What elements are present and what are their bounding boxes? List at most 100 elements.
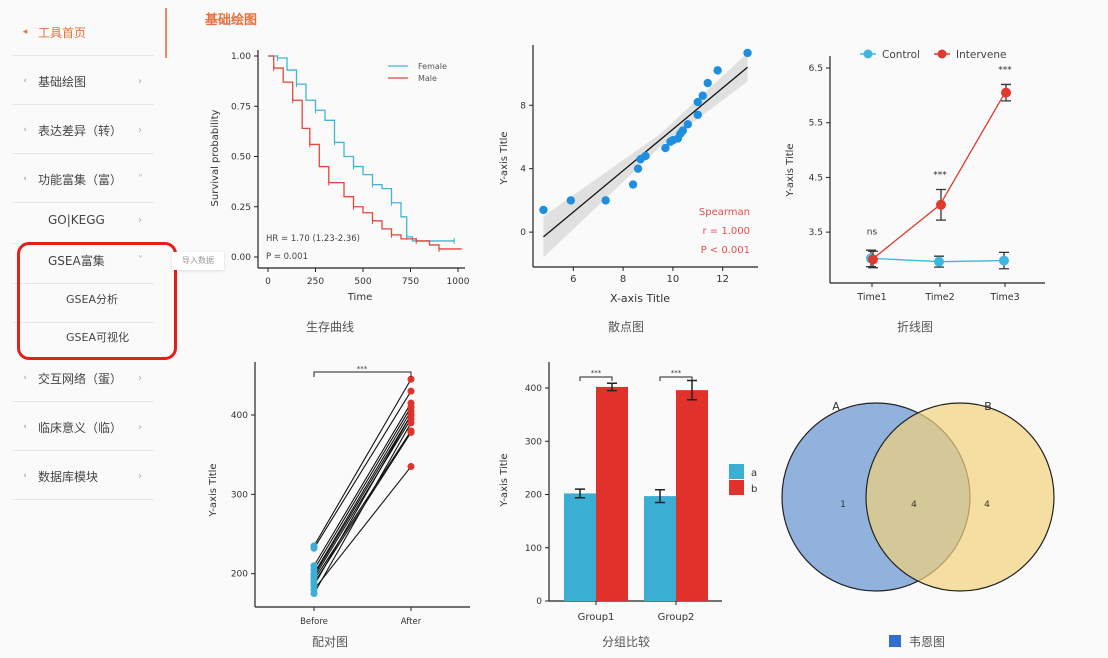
y-axis-title: Survival probability	[210, 109, 221, 206]
sidebar-item-8[interactable]: ‹ 交互网络（蛋） ›	[12, 355, 154, 402]
caption-venn-label: 韦恩图	[908, 635, 946, 649]
significance-label: ***	[671, 369, 682, 377]
legend-swatch	[729, 464, 744, 479]
significance-bracket	[579, 376, 613, 381]
series-point	[936, 199, 946, 210]
chevron-down-icon: ˅	[138, 173, 143, 185]
p-annotation: P = 0.001	[266, 252, 308, 262]
x-tick-label: Time2	[924, 292, 954, 303]
sidebar-item-5[interactable]: GSEA富集 ˅	[12, 237, 154, 284]
sidebar-item-0[interactable]: ◂ 工具首页	[12, 9, 154, 56]
x-tick-label: After	[401, 617, 422, 627]
scatter-point	[566, 196, 576, 205]
caption-paired: 配对图	[311, 635, 349, 649]
legend-label: Intervene	[956, 49, 1006, 61]
chevron-right-icon: ›	[138, 124, 142, 136]
pair-line	[313, 406, 412, 570]
y-tick-label: 200	[231, 570, 248, 580]
significance-label: ***	[357, 365, 368, 373]
pair-line	[313, 418, 412, 578]
sidebar-item-2[interactable]: ‹ 表达差异（转） ›	[12, 107, 154, 154]
y-axis-title: Y-axis Title	[208, 463, 219, 517]
correlation-annotation: P < 0.001	[701, 245, 750, 256]
y-axis-title: Y-axis Title	[499, 131, 510, 185]
error-bar	[607, 382, 617, 392]
scatter-point	[539, 205, 548, 215]
after-point	[407, 375, 415, 383]
sidebar-item-1[interactable]: ‹ 基础绘图 ›	[12, 58, 154, 105]
y-tick-label: 4	[520, 165, 526, 175]
legend-label: a	[751, 468, 757, 479]
sidebar-item-7[interactable]: GSEA可视化	[12, 314, 154, 360]
sidebar-item-label: GSEA分析	[66, 293, 118, 306]
y-tick-label: 400	[231, 411, 248, 421]
sidebar-item-label: 基础绘图	[38, 74, 87, 89]
scatter-point	[743, 48, 752, 58]
chevron-right-icon: ›	[138, 470, 142, 482]
bullet-icon: ‹	[23, 373, 27, 383]
after-point	[407, 419, 415, 427]
venn-legend-icon	[888, 635, 901, 647]
venn-count: 1	[840, 500, 846, 510]
bullet-icon: ‹	[23, 125, 27, 135]
after-point	[407, 463, 415, 471]
sidebar-item-label: GSEA可视化	[66, 331, 129, 344]
correlation-annotation: Spearman	[699, 207, 750, 218]
y-tick-label: 1.00	[231, 52, 251, 62]
venn-count: 4	[911, 500, 917, 510]
y-tick-label: 4.5	[809, 173, 823, 183]
significance-label: ***	[933, 170, 947, 180]
sidebar-item-label: GSEA富集	[48, 253, 105, 268]
legend-swatch	[729, 480, 744, 495]
tooltip: 导入数据	[172, 252, 224, 270]
legend-marker	[863, 49, 873, 59]
caption-grouped-bar: 分组比较	[601, 635, 651, 649]
sidebar-item-9[interactable]: ‹ 临床意义（临） ›	[12, 404, 154, 451]
caption-line: 折线图	[896, 320, 934, 334]
y-tick-label: 6.5	[809, 64, 823, 74]
venn-set-label: A	[832, 400, 840, 413]
bar-b	[596, 386, 628, 601]
x-axis-title: Time	[347, 292, 372, 303]
venn-count: 4	[984, 500, 990, 510]
sidebar-item-10[interactable]: ‹ 数据库模块 ›	[12, 453, 154, 500]
active-indicator	[165, 8, 167, 58]
caption-survival: 生存曲线	[305, 320, 355, 334]
x-tick-label: 250	[307, 277, 324, 287]
scatter-point	[693, 110, 702, 119]
x-tick-label: 6	[570, 274, 576, 285]
scatter-point	[683, 120, 693, 129]
scatter-point	[678, 126, 688, 135]
x-tick-label: 750	[402, 277, 419, 287]
x-tick-label: 10	[667, 274, 680, 285]
x-tick-label: 12	[716, 274, 729, 285]
x-tick-label: Group1	[578, 612, 615, 623]
series-point	[999, 255, 1009, 266]
y-tick-label: 0.50	[231, 153, 251, 163]
legend-label: Male	[418, 74, 437, 83]
bullet-icon: ‹	[23, 174, 27, 184]
significance-bracket	[313, 371, 412, 377]
bar-b	[676, 390, 708, 601]
sidebar-item-label: 交互网络（蛋）	[38, 371, 123, 386]
x-tick-label: 0	[265, 277, 271, 287]
sidebar-item-label: 工具首页	[38, 25, 87, 40]
pair-line	[313, 414, 412, 576]
series-point	[1001, 87, 1011, 98]
venn-circle-b	[865, 402, 1055, 592]
bullet-icon: ‹	[23, 76, 27, 86]
scatter-point	[713, 66, 722, 75]
sidebar-item-6[interactable]: GSEA分析	[12, 276, 154, 323]
highlight-box	[17, 242, 177, 360]
y-tick-label: 100	[525, 544, 542, 554]
pair-line	[313, 410, 412, 574]
before-point	[310, 544, 318, 552]
series-point	[934, 256, 944, 267]
y-tick-label: 0.75	[231, 102, 251, 112]
x-tick-label: 500	[354, 277, 371, 287]
sidebar-item-3[interactable]: ‹ 功能富集（富） ˅	[12, 156, 154, 203]
y-tick-label: 200	[525, 491, 542, 501]
x-tick-label: Time1	[856, 292, 886, 303]
x-axis-title: X-axis Title	[610, 292, 670, 305]
scatter-point	[703, 78, 712, 88]
